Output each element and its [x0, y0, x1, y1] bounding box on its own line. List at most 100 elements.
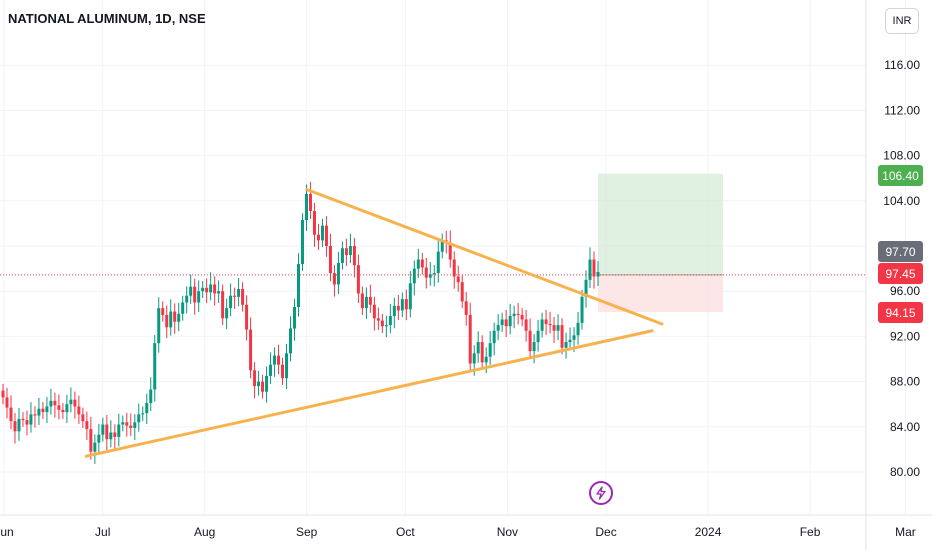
candle — [209, 284, 213, 293]
candle — [125, 422, 129, 426]
trendline-1 — [305, 188, 664, 326]
candle — [560, 325, 564, 348]
candle — [97, 434, 101, 443]
candle — [293, 307, 297, 329]
candle — [452, 259, 456, 277]
candle — [157, 308, 161, 344]
candle — [352, 246, 356, 266]
x-tick-label: Aug — [194, 525, 215, 539]
candle — [584, 279, 588, 297]
candle — [105, 424, 109, 440]
candle — [193, 286, 197, 303]
candle — [5, 397, 9, 408]
candle — [21, 418, 25, 421]
candle — [217, 291, 221, 294]
candle — [376, 318, 380, 321]
candle — [424, 267, 428, 278]
candle — [360, 293, 364, 309]
lightning-icon[interactable] — [589, 481, 613, 505]
candle — [13, 421, 17, 432]
candle — [197, 291, 201, 303]
candle — [201, 287, 205, 292]
candle — [81, 414, 85, 422]
candle — [69, 399, 73, 405]
candle — [297, 264, 301, 308]
candle — [568, 339, 572, 343]
candle — [73, 399, 77, 407]
candle — [384, 325, 388, 327]
candle — [532, 342, 536, 352]
candle — [133, 422, 137, 428]
candle — [149, 389, 153, 404]
candle — [512, 313, 516, 317]
candle — [273, 355, 277, 365]
candle — [404, 299, 408, 310]
candle — [420, 259, 424, 268]
candle — [213, 284, 217, 294]
x-tick-label: Jun — [0, 525, 14, 539]
candle — [320, 225, 324, 241]
candle — [165, 314, 169, 328]
candle — [396, 305, 400, 311]
candle — [101, 424, 105, 435]
candle — [9, 407, 13, 422]
candle — [29, 414, 33, 425]
candle — [189, 286, 193, 296]
x-tick-label: Sep — [296, 525, 318, 539]
candle — [181, 302, 185, 314]
candle — [508, 316, 512, 327]
candle — [400, 299, 404, 311]
x-tick-label: Nov — [497, 525, 518, 539]
candle — [364, 296, 368, 309]
candle — [304, 194, 308, 221]
candle — [285, 353, 289, 379]
stop-price-tag: 94.15 — [878, 302, 923, 323]
candle — [89, 429, 93, 452]
candle — [85, 421, 89, 430]
candle — [1, 390, 5, 398]
close-price-tag: 97.70 — [878, 241, 923, 262]
candle — [476, 342, 480, 354]
candle — [233, 295, 237, 297]
trendline-2 — [84, 329, 654, 458]
candle — [536, 330, 540, 343]
candle — [556, 325, 560, 331]
candle — [161, 308, 165, 315]
candle — [45, 406, 49, 413]
candle — [592, 259, 596, 277]
candle — [580, 296, 584, 323]
candle — [576, 322, 580, 336]
candle — [205, 287, 209, 293]
y-tick-label: 92.00 — [890, 329, 920, 343]
candle — [253, 370, 257, 387]
candle — [324, 225, 328, 246]
candle — [328, 246, 332, 274]
candle — [348, 246, 352, 256]
candle — [312, 210, 316, 235]
candle — [57, 405, 61, 410]
candle — [173, 311, 177, 322]
candle — [504, 319, 508, 327]
candle — [241, 288, 245, 305]
candle — [308, 194, 312, 211]
candle — [408, 283, 412, 310]
candle — [356, 265, 360, 294]
candle — [225, 308, 229, 319]
candle — [153, 343, 157, 390]
candle — [257, 381, 261, 387]
candle — [145, 403, 149, 414]
target-price-tag: 106.40 — [878, 165, 923, 186]
candle — [336, 262, 340, 285]
last-price-tag: 97.45 — [878, 263, 923, 284]
candle — [484, 356, 488, 363]
candle — [265, 375, 269, 392]
candle — [516, 313, 520, 315]
x-tick-label: Jul — [95, 525, 110, 539]
candle — [380, 320, 384, 327]
currency-button[interactable]: INR — [885, 8, 919, 34]
candle — [25, 420, 29, 425]
candle — [221, 291, 225, 319]
candle — [17, 418, 21, 432]
candle — [344, 248, 348, 256]
